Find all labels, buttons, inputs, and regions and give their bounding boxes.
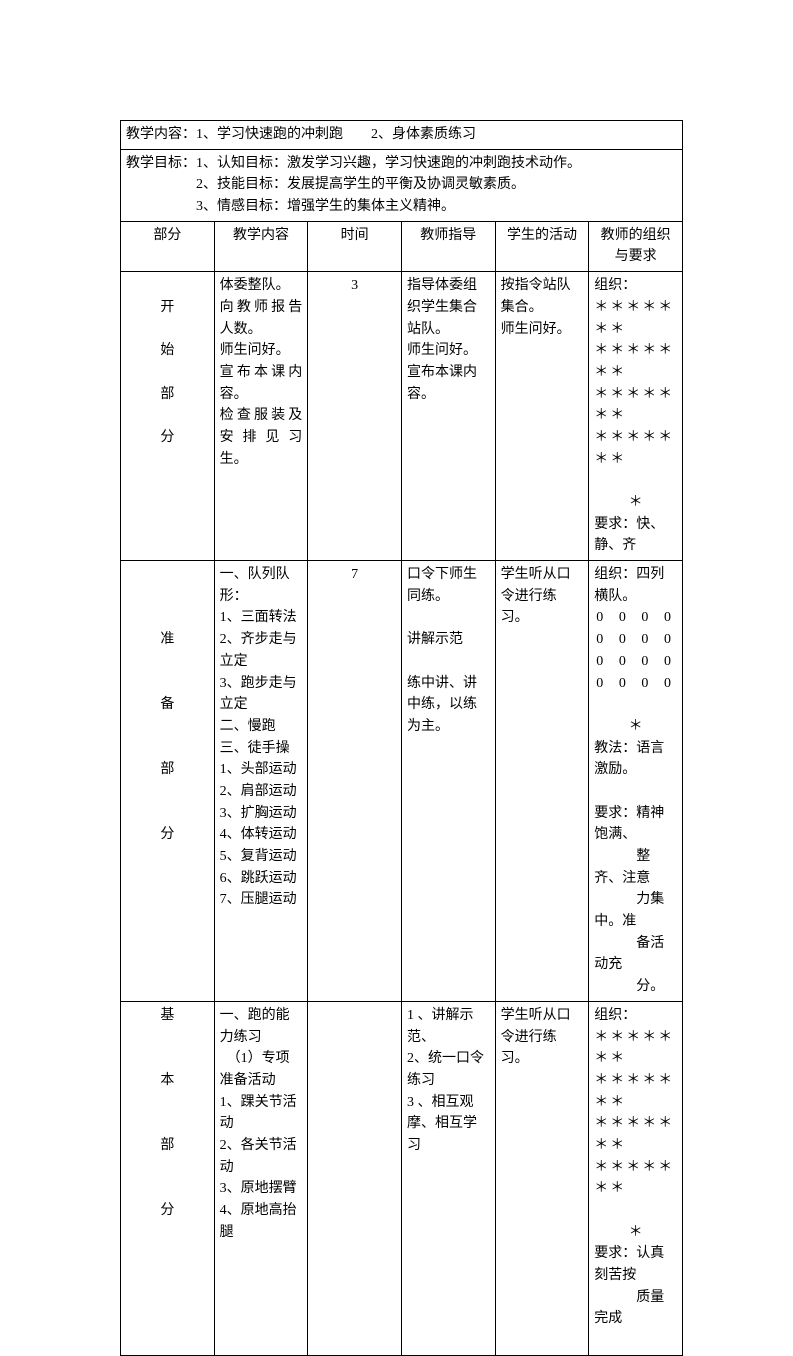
hdr-req: 教师的组织与要求 — [589, 221, 683, 271]
s1-cont: 体委整队。向教师报告人数。师生问好。宣布本课内容。检查服装及安排见习生。 — [214, 272, 308, 561]
s3-req: 组织： ＊＊＊＊＊＊＊ ＊＊＊＊＊＊＊ ＊＊＊＊＊＊＊ ＊＊＊＊＊＊＊ ＊ 要求… — [589, 1001, 683, 1355]
s2-req: 组织：四列横队。 0000 0000 0000 0000 ＊ 教法：语言激励。 … — [589, 561, 683, 1002]
row-content: 教学内容：1、学习快速跑的冲刺跑 2、身体素质练习 — [121, 121, 683, 150]
s3-part: 基 本 部 分 — [121, 1001, 215, 1355]
s2-act: 学生听从口令进行练习。 — [495, 561, 589, 1002]
hdr-guide: 教师指导 — [401, 221, 495, 271]
hdr-time: 时间 — [308, 221, 402, 271]
teaching-objectives: 教学目标：1、认知目标：激发学习兴趣，学习快速跑的冲刺跑技术动作。 2、技能目标… — [121, 149, 683, 221]
teaching-content: 教学内容：1、学习快速跑的冲刺跑 2、身体素质练习 — [121, 121, 683, 150]
row-prepare: 准 备 部 分 一、队列队形：1、三面转法2、齐步走与立定3、跑步走与立定二、慢… — [121, 561, 683, 1002]
s3-act: 学生听从口令进行练习。 — [495, 1001, 589, 1355]
s2-part: 准 备 部 分 — [121, 561, 215, 1002]
row-header: 部分 教学内容 时间 教师指导 学生的活动 教师的组织与要求 — [121, 221, 683, 271]
hdr-part: 部分 — [121, 221, 215, 271]
s2-time: 7 — [308, 561, 402, 1002]
row-start: 开 始 部 分 体委整队。向教师报告人数。师生问好。宣布本课内容。检查服装及安排… — [121, 272, 683, 561]
s1-time: 3 — [308, 272, 402, 561]
lesson-plan-table: 教学内容：1、学习快速跑的冲刺跑 2、身体素质练习 教学目标：1、认知目标：激发… — [120, 120, 683, 1356]
s3-guide: 1 、讲解示范、2、统一口令练习3 、相互观摩、相互学习 — [401, 1001, 495, 1355]
row-basic: 基 本 部 分 一、跑的能力练习 （1）专项准备活动1、踝关节活动2、各关节活动… — [121, 1001, 683, 1355]
s3-time — [308, 1001, 402, 1355]
row-objectives: 教学目标：1、认知目标：激发学习兴趣，学习快速跑的冲刺跑技术动作。 2、技能目标… — [121, 149, 683, 221]
hdr-cont: 教学内容 — [214, 221, 308, 271]
s2-cont: 一、队列队形：1、三面转法2、齐步走与立定3、跑步走与立定二、慢跑三、徒手操1、… — [214, 561, 308, 1002]
s3-cont: 一、跑的能力练习 （1）专项准备活动1、踝关节活动2、各关节活动3、原地摆臂4、… — [214, 1001, 308, 1355]
s1-req: 组织： ＊＊＊＊＊＊＊ ＊＊＊＊＊＊＊ ＊＊＊＊＊＊＊ ＊＊＊＊＊＊＊ ＊ 要求… — [589, 272, 683, 561]
s2-guide: 口令下师生同练。 讲解示范 练中讲、讲中练，以练为主。 — [401, 561, 495, 1002]
s1-guide: 指导体委组织学生集合站队。师生问好。宣布本课内容。 — [401, 272, 495, 561]
s1-act: 按指令站队集合。师生问好。 — [495, 272, 589, 561]
s1-part: 开 始 部 分 — [121, 272, 215, 561]
hdr-act: 学生的活动 — [495, 221, 589, 271]
